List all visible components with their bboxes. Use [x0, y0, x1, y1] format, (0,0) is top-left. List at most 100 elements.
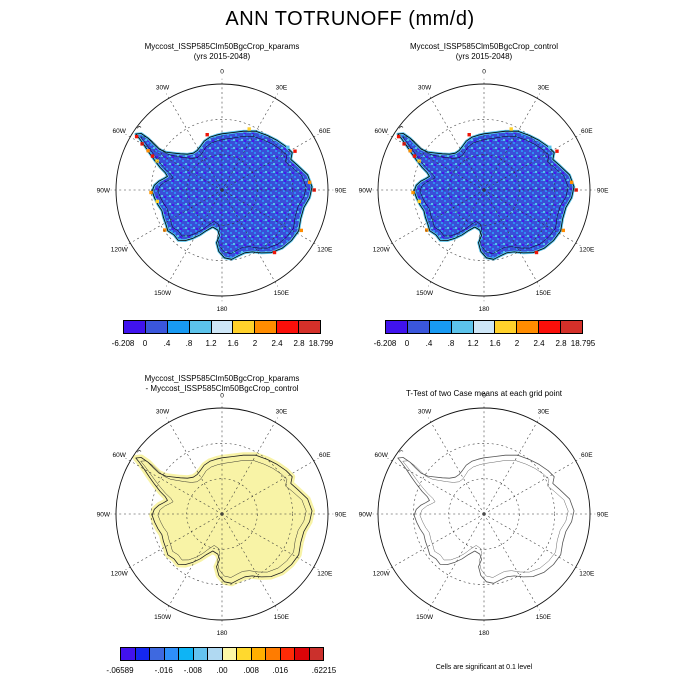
colorbar-cell: [193, 648, 208, 660]
colorbar-cell: [407, 321, 430, 333]
graticule-meridian: [428, 513, 485, 611]
graticule-meridian: [483, 93, 540, 191]
ring-label-90W: 90W: [97, 187, 111, 194]
ring-label-120W: 120W: [111, 247, 129, 254]
colorbar-tick-label: .8: [185, 339, 193, 348]
coastal-hot-cell: [247, 127, 251, 131]
panel-title-kparams-line2: (yrs 2015-2048): [193, 51, 251, 61]
coastline: [397, 130, 575, 260]
colorbar-tick-label: 1.6: [489, 339, 501, 348]
colorbar-cell: [295, 648, 310, 660]
colorbar-labels: -6.208 0 .4 .8 1.2 1.6 2 2.4 2.8 18.795: [374, 339, 596, 349]
coastal-hot-cell: [163, 228, 167, 232]
colorbar-diff: -.06589 -.016 -.008 .00 .008 .016 .62215: [106, 647, 336, 676]
coastal-hot-cell: [134, 134, 139, 139]
colorbar-cell: [135, 648, 150, 660]
colorbar-cell: [386, 321, 408, 333]
graticule-meridian: [221, 417, 278, 515]
colorbar-cells: [385, 320, 583, 334]
colorbar-tick-label: 2.4: [271, 339, 283, 348]
panel-title-diff-line1: Myccost_ISSP585Clm50BgcCrop_kparams: [144, 374, 300, 383]
ring-label-120E: 120E: [579, 571, 595, 578]
graticule-meridian: [125, 513, 223, 570]
panel-title-ttest: T-Test of two Case means at each grid po…: [334, 389, 634, 399]
ring-label-150W: 150W: [154, 290, 172, 297]
graticule-parallel: [151, 119, 293, 261]
panel-title-control-line2: (yrs 2015-2048): [455, 51, 513, 61]
colorbar-cell: [124, 321, 146, 333]
graticule-parallel: [413, 119, 555, 261]
colorbar-cell: [255, 321, 278, 333]
panel-title-control: Myccost_ISSP585Clm50BgcCrop_control (yrs…: [334, 42, 634, 61]
panel-title-kparams-line1: Myccost_ISSP585Clm50BgcCrop_kparams: [144, 42, 300, 51]
colorbar-tick-label: 2: [252, 339, 258, 348]
ring-label-120W: 120W: [373, 571, 391, 578]
coastal-hot-cell: [155, 199, 159, 204]
colorbar-cell: [277, 321, 300, 333]
graticule-meridian: [483, 458, 581, 515]
colorbar-cell: [189, 321, 212, 333]
map-control: 0 30E 60E 90E 120E 150E 180 150W 120W 90W 60W 30W: [359, 69, 610, 313]
ring-label-150E: 150E: [274, 290, 290, 297]
coastal-hot-cell: [425, 228, 429, 232]
ring-label-120E: 120E: [579, 247, 595, 254]
graticule-meridian: [221, 513, 278, 611]
ring-label-90E: 90E: [597, 187, 609, 194]
colorbar-cell: [150, 648, 165, 660]
colorbar-cell: [266, 648, 281, 660]
graticule-parallel: [151, 443, 293, 585]
ring-label-150E: 150E: [536, 290, 552, 297]
colorbar-tick-label: 0: [142, 339, 148, 348]
colorbar-tick-label: 2: [514, 339, 520, 348]
ring-label-180: 180: [479, 630, 490, 637]
colorbar-cell: [473, 321, 496, 333]
coastline: [135, 130, 313, 260]
ring-label-120W: 120W: [373, 247, 391, 254]
coastal-hot-cell: [155, 159, 159, 163]
coastal-hot-cell: [534, 250, 539, 255]
graticule-meridian: [221, 189, 319, 246]
coastline: [397, 454, 575, 584]
colorbar-tick-label: .4: [163, 339, 171, 348]
colorbar-cell: [233, 321, 256, 333]
ring-label-180: 180: [217, 306, 228, 313]
ring-label-30E: 30E: [538, 409, 550, 416]
ring-label-30W: 30W: [156, 85, 170, 92]
graticule-parallel: [186, 478, 258, 550]
grounding-line: [140, 460, 307, 578]
map-boundary: [377, 407, 591, 621]
ring-label-60W: 60W: [375, 128, 389, 135]
coastal-hot-cell: [149, 190, 153, 195]
ring-label-0: 0: [220, 393, 224, 400]
ring-label-90E: 90E: [335, 187, 347, 194]
coastal-hot-cell: [411, 190, 415, 195]
island: [398, 125, 404, 129]
colorbar-tick-label: .016: [272, 666, 289, 675]
coastal-hot-cell: [467, 133, 471, 137]
map-ttest: 0 30E 60E 90E 120E 150E 180 150W 120W 90W 60W 30W: [359, 393, 610, 637]
colorbar-tick-label: 2.4: [533, 339, 545, 348]
graticule-meridian: [387, 134, 485, 191]
coastal-hot-cell: [146, 149, 150, 153]
colorbar-cells: [120, 647, 324, 661]
graticule-meridian: [428, 93, 485, 191]
ring-label-180: 180: [479, 306, 490, 313]
graticule-meridian: [483, 189, 581, 246]
colorbar-tick-label: .8: [447, 339, 455, 348]
colorbar-labels: -6.208 0 .4 .8 1.2 1.6 2 2.4 2.8 18.799: [112, 339, 334, 349]
ring-label-90W: 90W: [359, 511, 373, 518]
colorbar-tick-label: 1.2: [205, 339, 217, 348]
colorbar-tick-label: 18.795: [570, 339, 596, 348]
colorbar-cell: [561, 321, 583, 333]
colorbar-tick-label: 2.8: [555, 339, 567, 348]
graticule-meridian: [221, 513, 319, 570]
colorbar-cell: [222, 648, 237, 660]
colorbar-cell: [539, 321, 562, 333]
ring-label-30E: 30E: [276, 409, 288, 416]
coastal-hot-cell: [509, 127, 513, 131]
graticule-meridian: [387, 513, 485, 570]
graticule-parallel: [448, 154, 520, 226]
coastal-hot-cell: [417, 199, 421, 204]
figure-title: ANN TOTRUNOFF (mm/d): [225, 8, 475, 30]
colorbar-cell: [429, 321, 452, 333]
